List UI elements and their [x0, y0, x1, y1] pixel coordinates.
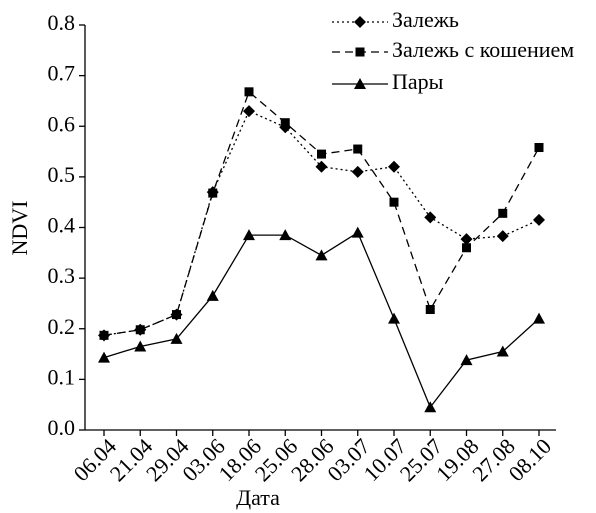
data-point — [351, 226, 364, 238]
y-tick-label: 0.3 — [48, 263, 76, 288]
data-point — [388, 160, 400, 173]
data-point — [315, 160, 328, 173]
data-point — [460, 354, 473, 366]
y-axis-label: NDVI — [7, 201, 32, 256]
data-point — [534, 143, 544, 153]
data-point — [170, 332, 183, 344]
data-point — [315, 249, 328, 261]
y-tick-label: 0.0 — [48, 415, 76, 440]
legend-marker — [354, 78, 366, 89]
data-point — [206, 289, 219, 301]
y-tick-label: 0.2 — [48, 314, 76, 339]
x-axis-label: Дата — [236, 485, 280, 510]
data-point — [243, 105, 255, 118]
legend-marker — [354, 16, 366, 28]
data-point — [496, 345, 509, 357]
data-point — [460, 233, 473, 246]
data-point — [317, 149, 326, 159]
legend-marker — [355, 47, 365, 57]
data-point — [533, 213, 545, 226]
data-point — [351, 165, 364, 178]
data-point — [424, 211, 437, 224]
data-point — [98, 351, 110, 363]
y-tick-label: 0.5 — [48, 162, 76, 187]
data-point — [279, 229, 292, 241]
y-tick-label: 0.6 — [48, 111, 76, 136]
series-line — [103, 90, 540, 336]
data-point — [172, 310, 181, 320]
legend-label: Залежь с кошением — [392, 37, 574, 62]
y-tick-label: 0.7 — [48, 61, 76, 86]
y-tick-label: 0.4 — [48, 213, 76, 238]
data-point — [533, 312, 545, 324]
data-point — [134, 340, 147, 352]
x-tick-label: 08.10 — [503, 433, 556, 486]
data-point — [243, 229, 255, 241]
data-point — [496, 230, 509, 243]
data-point — [498, 208, 508, 218]
data-point — [389, 197, 399, 207]
data-point — [135, 325, 145, 335]
data-point — [280, 118, 290, 128]
series-line — [103, 110, 540, 336]
data-point — [244, 87, 254, 97]
data-point — [424, 401, 437, 413]
data-point — [388, 312, 400, 324]
data-point — [425, 305, 435, 315]
data-point — [462, 243, 471, 253]
legend-label: Залежь — [392, 7, 459, 32]
data-point — [99, 330, 109, 340]
data-point — [353, 144, 363, 154]
legend-label: Пары — [392, 69, 444, 94]
y-tick-label: 0.1 — [48, 364, 76, 389]
data-point — [208, 188, 218, 198]
y-tick-label: 0.8 — [48, 10, 76, 35]
